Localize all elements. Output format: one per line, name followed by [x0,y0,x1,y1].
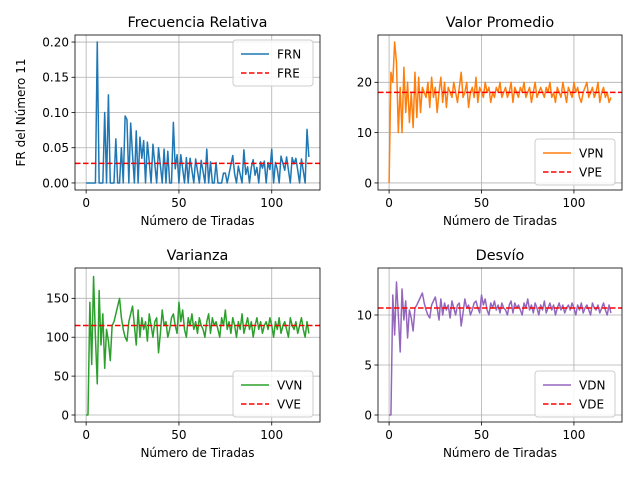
y-tick-label: 0.05 [42,141,69,155]
x-tick-label: 100 [260,428,283,442]
chart-panel-varianza: 0 50 100 0 50 100 150 Varianza Número de Tiradas… [46,248,321,460]
x-tick-label: 0 [385,196,393,210]
y-tick-label: 5 [364,358,372,372]
axes-frame [74,267,321,423]
chart-title: Valor Promedio [446,15,555,31]
y-tick-label: 50 [54,369,69,383]
legend-label-vde: VDE [579,397,604,411]
chart-title: Frecuencia Relativa [128,15,268,31]
y-tick-label: 20 [357,76,372,90]
x-tick-label: 100 [260,196,283,210]
legend-label-frn: FRN [277,47,301,61]
chart-title: Desvío [476,248,525,264]
x-tick-label: 50 [474,428,489,442]
legend-label-vdn: VDN [579,378,605,392]
x-tick-label: 50 [474,196,489,210]
y-tick-label: 0 [364,408,372,422]
legend: VVN VVE [232,370,314,418]
legend-label-vve: VVE [277,397,301,411]
chart-title: Varianza [167,248,229,264]
y-tick-label: 150 [46,292,69,306]
x-tick-label: 0 [82,428,90,442]
legend: VDN VDE [534,370,616,418]
y-tick-label: 0 [364,176,372,190]
x-axis-label: Número de Tiradas [443,214,557,228]
y-tick-label: 10 [357,308,372,322]
chart-panel-desvio: 0 50 100 0 5 10 Desvío Número de Tiradas VDN VDE [357,248,623,460]
y-axis-label: FR del Número 11 [14,59,28,167]
legend-label-fre: FRE [277,66,300,80]
y-tick-label: 0.20 [42,35,69,49]
legend-label-vpe: VPE [579,165,602,179]
y-tick-label: 10 [357,126,372,140]
x-tick-label: 0 [82,196,90,210]
x-axis-label: Número de Tiradas [140,214,254,228]
legend-label-vpn: VPN [579,146,603,160]
y-tick-label: 0 [61,408,69,422]
x-tick-label: 0 [385,428,393,442]
x-tick-label: 100 [562,428,585,442]
y-tick-label: 0.00 [42,176,69,190]
y-tick-label: 0.10 [42,106,69,120]
x-tick-label: 100 [562,196,585,210]
x-axis-label: Número de Tiradas [443,446,557,460]
y-tick-label: 100 [46,331,69,345]
legend: FRN FRE [232,39,314,87]
x-axis-label: Número de Tiradas [140,446,254,460]
legend: VPN VPE [534,138,616,186]
legend-label-vvn: VVN [277,378,302,392]
series-line-vpn [388,41,612,183]
y-tick-label: 0.15 [42,71,69,85]
axes-frame [377,34,623,191]
axes-frame [377,267,623,423]
series-line-frn [86,41,310,184]
chart-panel-valor-promedio: 0 50 100 0 10 20 Valor Promedio Número de Tirad… [357,15,623,228]
chart-panel-frecuencia-relativa: 0 50 100 0.00 0.05 0.10 0.15 0.20 Frecuencia Rel… [14,15,321,228]
x-tick-label: 50 [171,196,186,210]
x-tick-label: 50 [171,428,186,442]
